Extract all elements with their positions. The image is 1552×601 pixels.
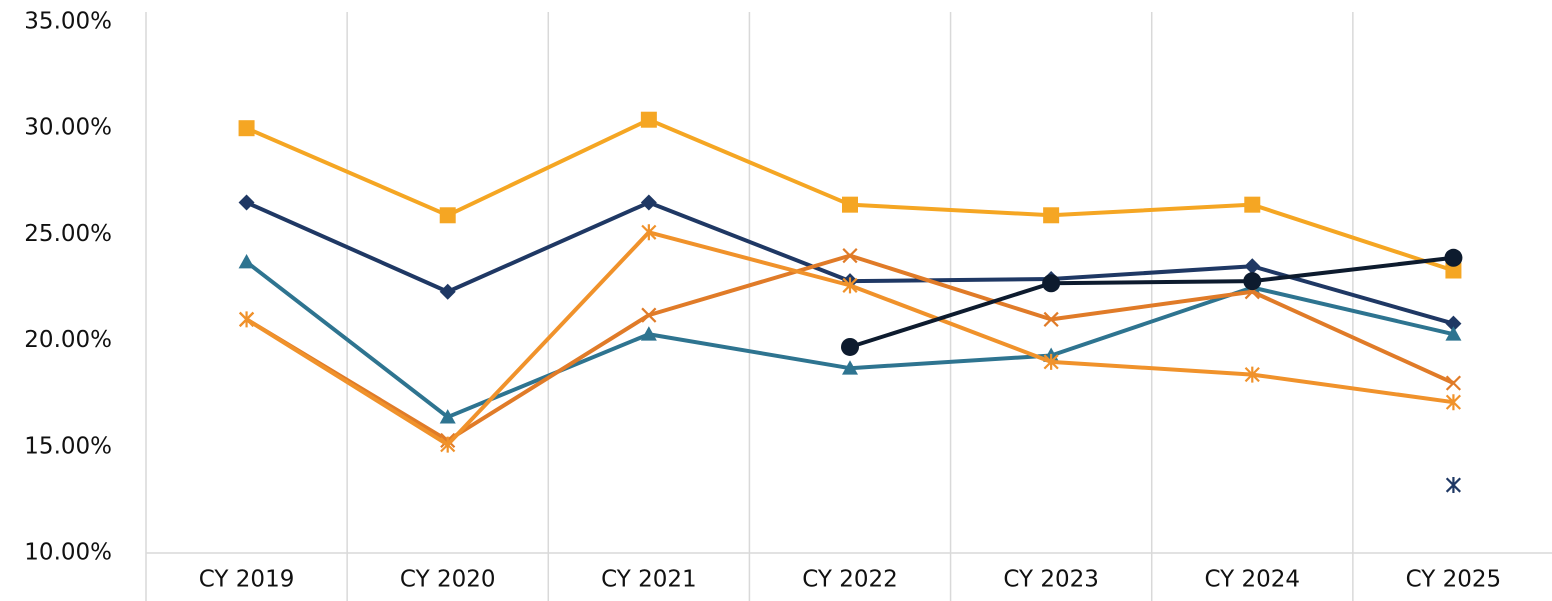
marker (1043, 311, 1059, 327)
series (245, 200, 1454, 326)
marker (439, 283, 456, 300)
marker (640, 111, 657, 128)
marker (1445, 315, 1462, 332)
marker (439, 409, 456, 424)
marker (842, 248, 858, 264)
x-tick-label: CY 2020 (400, 567, 496, 593)
y-tick-label: 20.00% (24, 327, 112, 353)
series (245, 117, 1455, 273)
marker (842, 277, 858, 294)
x-tick-label: CY 2025 (1406, 567, 1502, 593)
series-line (245, 200, 1454, 326)
marker (640, 326, 657, 341)
marker (1445, 262, 1462, 279)
marker (1445, 375, 1462, 391)
x-tick-label: CY 2021 (601, 567, 697, 593)
marker (641, 224, 657, 241)
y-tick-label: 25.00% (24, 221, 112, 247)
marker (1042, 274, 1061, 293)
marker (640, 194, 657, 211)
marker (842, 360, 858, 375)
marker (1043, 207, 1060, 224)
marker (841, 337, 859, 356)
series-line (245, 117, 1455, 273)
marker (1244, 258, 1261, 275)
marker (238, 311, 255, 328)
marker (238, 254, 255, 269)
y-tick-label: 10.00% (24, 540, 112, 566)
x-tick-label: CY 2023 (1003, 567, 1099, 593)
marker (440, 436, 456, 453)
y-tick-label: 30.00% (24, 115, 112, 141)
marker (238, 120, 255, 137)
marker (1243, 272, 1262, 291)
marker (1244, 196, 1261, 213)
marker (1043, 353, 1059, 370)
marker (238, 194, 255, 211)
marker (1445, 326, 1462, 341)
marker (1445, 477, 1462, 494)
x-tick-label: CY 2024 (1205, 567, 1301, 593)
marker (1445, 394, 1462, 411)
marker (1444, 248, 1463, 267)
x-tick-label: CY 2022 (802, 567, 898, 593)
series-line (849, 255, 1454, 349)
marker (641, 307, 657, 323)
marker (439, 207, 456, 224)
x-tick-label: CY 2019 (199, 567, 295, 593)
y-tick-label: 35.00% (24, 9, 112, 35)
marker (842, 196, 858, 213)
y-tick-label: 15.00% (24, 433, 112, 459)
series (849, 255, 1454, 349)
marker (1244, 366, 1260, 383)
